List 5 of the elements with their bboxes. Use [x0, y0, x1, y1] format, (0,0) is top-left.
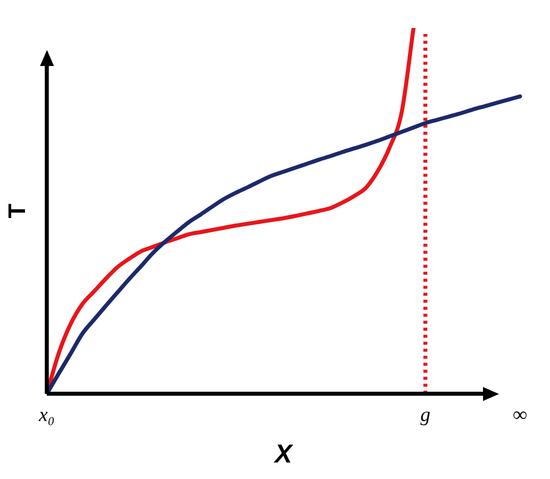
x-tick-label: ∞ — [512, 404, 528, 426]
x-tick-label: g — [420, 404, 430, 426]
x-tick-label: x₀ — [38, 404, 55, 426]
x-axis-title: X — [272, 438, 294, 469]
y-axis-title: T — [4, 203, 32, 218]
